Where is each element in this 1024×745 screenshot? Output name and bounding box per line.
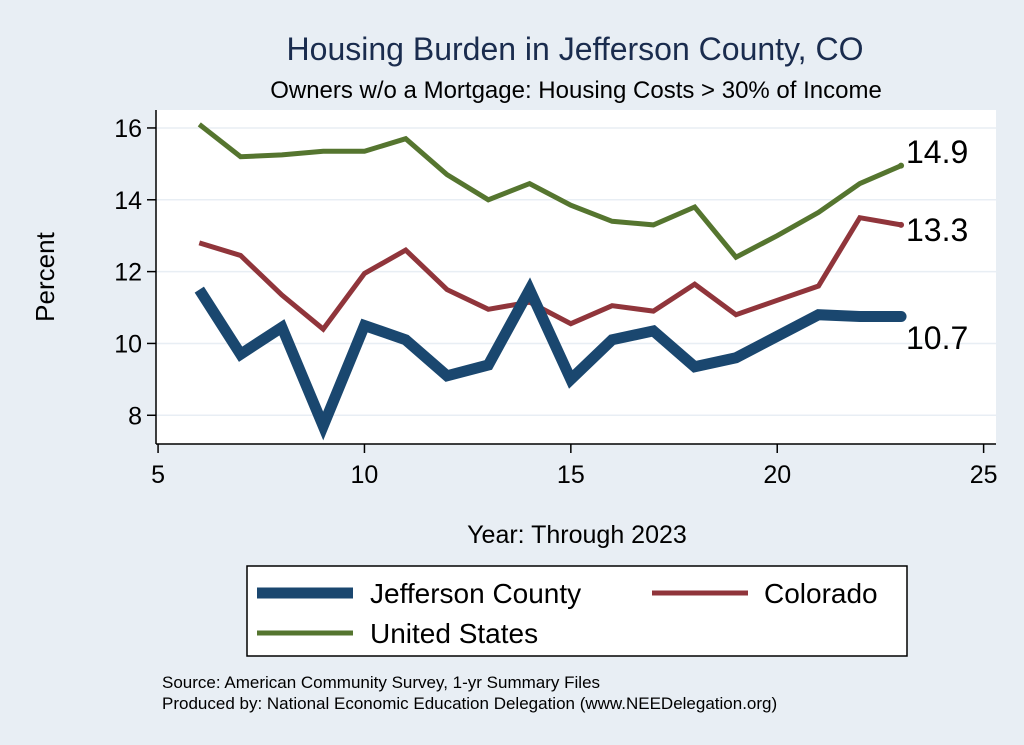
legend-label-united-states: United States <box>370 618 538 649</box>
legend-label-jefferson-county: Jefferson County <box>370 578 581 609</box>
producer-note: Produced by: National Economic Education… <box>162 694 777 713</box>
chart-title: Housing Burden in Jefferson County, CO <box>287 31 864 67</box>
y-tick-label-10: 10 <box>114 330 142 358</box>
x-axis-ticks: 5 10 15 20 25 <box>151 444 998 489</box>
legend-box <box>246 565 908 657</box>
y-axis-label: Percent <box>30 231 60 321</box>
source-note: Source: American Community Survey, 1-yr … <box>162 673 600 692</box>
y-tick-label-14: 14 <box>114 187 142 215</box>
x-tick-label-20: 20 <box>763 461 791 489</box>
series-endpoint-colorado <box>898 221 905 228</box>
y-tick-label-16: 16 <box>114 115 142 143</box>
y-tick-label-12: 12 <box>114 259 142 287</box>
x-tick-label-15: 15 <box>557 461 585 489</box>
end-label-colorado: 13.3 <box>906 212 968 248</box>
y-tick-label-8: 8 <box>128 402 142 430</box>
x-axis-label: Year: Through 2023 <box>467 521 687 549</box>
series-line-united-states <box>197 122 903 261</box>
grid-lines <box>156 127 996 417</box>
series-endpoint-united-states <box>898 162 905 169</box>
x-tick-label-10: 10 <box>351 461 379 489</box>
series-group: 10.7 13.3 14.9 <box>194 122 968 441</box>
series-line-jefferson-county <box>194 277 902 441</box>
end-label-united-states: 14.9 <box>906 134 968 170</box>
legend-label-colorado: Colorado <box>764 578 878 609</box>
x-tick-label-25: 25 <box>970 461 998 489</box>
y-axis-ticks: 8 10 12 14 16 <box>114 115 156 430</box>
x-tick-label-5: 5 <box>151 461 165 489</box>
series-line-colorado <box>198 214 902 333</box>
series-endpoint-jefferson-county <box>895 311 907 323</box>
end-label-jefferson-county: 10.7 <box>906 320 968 356</box>
plot-area <box>156 110 996 444</box>
chart-subtitle: Owners w/o a Mortgage: Housing Costs > 3… <box>270 77 882 104</box>
